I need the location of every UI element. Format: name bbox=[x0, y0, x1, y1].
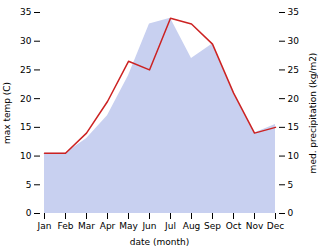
svg-text:Sep: Sep bbox=[204, 221, 221, 231]
svg-text:20: 20 bbox=[20, 94, 32, 104]
svg-text:Feb: Feb bbox=[58, 221, 74, 231]
svg-text:max temp (C): max temp (C) bbox=[2, 82, 12, 144]
svg-text:May: May bbox=[119, 221, 138, 231]
svg-text:Mar: Mar bbox=[78, 221, 95, 231]
svg-text:0: 0 bbox=[288, 208, 294, 218]
svg-text:Jan: Jan bbox=[37, 221, 52, 231]
svg-text:5: 5 bbox=[26, 180, 32, 190]
svg-text:10: 10 bbox=[20, 151, 32, 161]
svg-text:20: 20 bbox=[288, 94, 300, 104]
svg-text:10: 10 bbox=[288, 151, 300, 161]
svg-text:Jun: Jun bbox=[141, 221, 156, 231]
svg-text:Nov: Nov bbox=[246, 221, 264, 231]
svg-text:Jul: Jul bbox=[164, 221, 176, 231]
svg-text:35: 35 bbox=[288, 7, 299, 17]
svg-text:0: 0 bbox=[26, 208, 32, 218]
svg-text:Dec: Dec bbox=[267, 221, 284, 231]
svg-text:15: 15 bbox=[288, 122, 299, 132]
svg-text:15: 15 bbox=[20, 122, 31, 132]
svg-text:30: 30 bbox=[288, 36, 300, 46]
svg-text:25: 25 bbox=[20, 65, 31, 75]
svg-text:med. precipitation (kg/m2): med. precipitation (kg/m2) bbox=[308, 53, 318, 174]
svg-text:5: 5 bbox=[288, 180, 294, 190]
svg-text:Aug: Aug bbox=[183, 221, 201, 231]
svg-text:30: 30 bbox=[20, 36, 32, 46]
svg-text:35: 35 bbox=[20, 7, 31, 17]
svg-text:25: 25 bbox=[288, 65, 299, 75]
svg-text:Oct: Oct bbox=[226, 221, 242, 231]
svg-text:date (month): date (month) bbox=[130, 237, 189, 247]
svg-text:Apr: Apr bbox=[100, 221, 116, 231]
